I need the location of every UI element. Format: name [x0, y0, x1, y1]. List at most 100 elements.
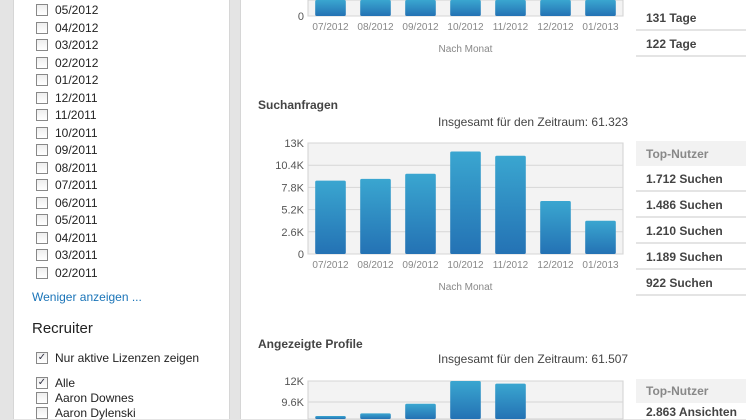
checkbox-checked-icon[interactable]: ✓: [36, 352, 48, 364]
month-checkbox[interactable]: 03/2011: [36, 247, 98, 263]
profiles-total: Insgesamt für den Zeitraum: 61.507: [438, 352, 629, 366]
month-checkbox[interactable]: 07/2011: [36, 177, 98, 193]
bar: [405, 0, 436, 16]
top-table-1: 131 Tage 122 Tage: [636, 5, 746, 57]
month-checkbox[interactable]: 02/2012: [36, 55, 98, 71]
chart-searches: 0 2.6K 5.2K 7.8K 10.4K 13K 07/2012 08/2012 09/20…: [275, 138, 624, 293]
checkbox-icon[interactable]: [36, 231, 48, 244]
recruiter-checkbox[interactable]: ✓ Alle: [36, 376, 76, 390]
bar: [585, 0, 616, 16]
checkbox-icon[interactable]: [36, 407, 48, 419]
recruiter-checkbox[interactable]: Aaron Dylenski: [36, 406, 136, 420]
checkbox-label: 07/2011: [55, 178, 98, 192]
bar: [540, 201, 571, 254]
x-tick-label: 09/2012: [402, 22, 439, 33]
bar: [495, 155, 526, 254]
x-tick-label: 10/2012: [447, 260, 484, 271]
x-axis-label: Nach Monat: [439, 282, 493, 293]
checkbox-icon[interactable]: [36, 56, 48, 69]
month-checkbox[interactable]: 05/2012: [36, 2, 98, 18]
bar: [450, 0, 481, 16]
month-checkbox[interactable]: 09/2011: [36, 142, 98, 158]
table-row: 1.189 Suchen: [636, 244, 746, 270]
table-row: 131 Tage: [636, 5, 746, 31]
checkbox-label: 10/2011: [55, 125, 98, 140]
checkbox-icon[interactable]: [36, 144, 48, 156]
month-checkbox[interactable]: 11/2011: [36, 107, 97, 123]
month-checkbox[interactable]: 02/2011: [36, 265, 98, 281]
checkbox-icon[interactable]: [36, 39, 48, 51]
checkbox-icon[interactable]: [36, 21, 48, 34]
month-checkbox[interactable]: 05/2011: [36, 212, 98, 228]
month-checkbox[interactable]: 01/2012: [36, 72, 98, 88]
y-tick-label: 0: [298, 11, 304, 23]
recruiter-checkbox[interactable]: Aaron Downes: [36, 391, 134, 405]
checkbox-label: 08/2011: [55, 160, 98, 175]
month-checkbox[interactable]: 04/2011: [36, 230, 98, 246]
checkbox-label: 12/2011: [55, 90, 98, 105]
recruiter-heading: Recruiter: [32, 320, 93, 337]
bar: [540, 0, 571, 16]
month-checkbox[interactable]: 06/2011: [36, 195, 98, 211]
bar: [360, 0, 391, 16]
y-tick-label: 5.2K: [281, 205, 304, 217]
bar: [495, 383, 526, 419]
bar: [360, 178, 391, 254]
checkbox-checked-icon[interactable]: ✓: [36, 377, 48, 389]
checkbox-label: 02/2012: [55, 55, 99, 70]
x-tick-label: 08/2012: [357, 22, 394, 33]
bar: [405, 173, 436, 254]
checkbox-icon[interactable]: [36, 4, 48, 16]
checkbox-label: Nur aktive Lizenzen zeigen: [55, 351, 200, 365]
table-row: 1.210 Suchen: [636, 218, 746, 244]
checkbox-label: 03/2012: [55, 38, 99, 52]
checkbox-label: 05/2012: [55, 3, 99, 17]
x-tick-label: 10/2012: [447, 22, 484, 33]
x-tick-label: 07/2012: [312, 260, 349, 271]
table-row: 2.863 Ansichten: [646, 405, 737, 419]
month-checkbox[interactable]: 03/2012: [36, 37, 98, 53]
x-tick-label: 01/2013: [582, 22, 619, 33]
checkbox-icon[interactable]: [36, 392, 48, 404]
bar: [360, 413, 391, 419]
checkbox-label: 04/2011: [55, 230, 98, 245]
checkbox-label: 09/2011: [55, 143, 98, 157]
y-tick-label: 0: [298, 249, 304, 261]
checkbox-icon[interactable]: [36, 91, 48, 104]
x-tick-label: 01/2013: [582, 260, 619, 271]
checkbox-icon[interactable]: [36, 196, 48, 209]
checkbox-label: Alle: [55, 376, 76, 390]
checkbox-icon[interactable]: [36, 214, 48, 226]
table-header: Top-Nutzer: [636, 379, 746, 403]
month-checkbox[interactable]: 04/2012: [36, 20, 98, 36]
checkbox-icon[interactable]: [36, 126, 48, 139]
checkbox-label: 04/2012: [55, 20, 99, 35]
checkbox-icon[interactable]: [36, 266, 48, 279]
checkbox-icon[interactable]: [36, 249, 48, 261]
month-checkbox[interactable]: 12/2011: [36, 90, 98, 106]
profiles-title: Angezeigte Profile: [258, 337, 363, 351]
bar: [315, 180, 346, 254]
y-tick-label: 10.4K: [275, 160, 304, 172]
y-tick-label: 13K: [284, 138, 304, 150]
checkbox-icon[interactable]: [36, 74, 48, 86]
x-tick-label: 12/2012: [537, 260, 574, 271]
x-tick-label: 09/2012: [402, 260, 439, 271]
chart-profiles: 9.6K 12K: [281, 376, 624, 420]
month-checkbox[interactable]: 08/2011: [36, 160, 98, 176]
searches-total: Insgesamt für den Zeitraum: 61.323: [438, 115, 629, 129]
searches-title: Suchanfragen: [258, 98, 339, 112]
y-tick-label: 2.6K: [281, 227, 304, 239]
active-only-checkbox[interactable]: ✓ Nur aktive Lizenzen zeigen: [36, 350, 199, 366]
checkbox-label: 01/2012: [55, 73, 99, 87]
checkbox-icon[interactable]: [36, 109, 48, 121]
checkbox-label: Aaron Dylenski: [55, 406, 136, 420]
show-less-link[interactable]: Weniger anzeigen ...: [32, 290, 142, 304]
checkbox-icon[interactable]: [36, 161, 48, 174]
bar: [450, 381, 481, 419]
y-tick-label: 7.8K: [281, 182, 304, 194]
month-checkbox[interactable]: 10/2011: [36, 125, 98, 141]
checkbox-icon[interactable]: [36, 179, 48, 191]
checkbox-label: 02/2011: [55, 265, 98, 280]
table-row: 1.712 Suchen: [636, 166, 746, 192]
